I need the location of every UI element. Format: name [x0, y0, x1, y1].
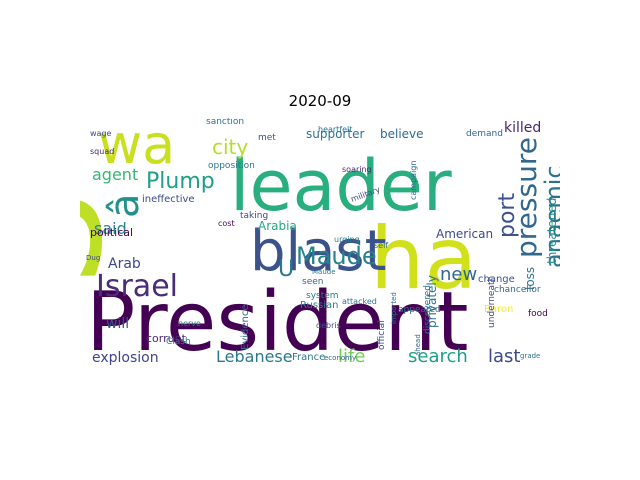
word-59: soaring [342, 165, 372, 174]
word-49: met [258, 133, 276, 143]
word-8: pressure [510, 137, 543, 258]
word-39: France [292, 352, 325, 363]
word-4: ha [370, 209, 477, 309]
word-40: change [478, 274, 515, 285]
word-34: political [90, 226, 133, 239]
word-15: life [338, 346, 365, 367]
word-47: discovered [423, 285, 433, 334]
word-35: ineffective [142, 194, 195, 205]
word-10: anaemic [540, 165, 560, 268]
word-12: Plump [146, 169, 215, 194]
word-33: corrupt [146, 332, 187, 345]
word-55: attacked [342, 297, 377, 306]
word-65: nerve [178, 319, 201, 328]
word-1: leader [230, 145, 452, 227]
word-64: wage [90, 129, 112, 138]
word-13: U [278, 257, 294, 282]
cloud-background [80, 118, 560, 368]
word-44: system [306, 291, 339, 301]
word-71: ahead [414, 334, 422, 356]
word-62: cost [218, 219, 235, 228]
word-58: campaign [409, 161, 418, 200]
word-48: chancellor [494, 285, 541, 295]
word-54: food [528, 309, 548, 319]
word-68: grade [520, 352, 540, 360]
word-7: Israel [96, 269, 178, 304]
word-14: city [212, 135, 248, 159]
word-66: debris [316, 321, 341, 330]
word-27: loss [523, 267, 537, 290]
word-46: official [377, 320, 387, 350]
word-20: said [94, 219, 127, 238]
word-37: Evidence [240, 304, 251, 350]
word-56: urging [334, 235, 360, 244]
word-23: killed [504, 120, 541, 136]
word-36: Russian [300, 300, 339, 311]
word-67: economy [324, 354, 356, 362]
word-21: Lebanese [216, 347, 293, 366]
word-30: American [436, 227, 493, 241]
word-72: Maude [312, 268, 336, 276]
word-38: Baron [484, 304, 513, 315]
word-18: new [440, 264, 477, 285]
word-61: self [374, 241, 388, 250]
word-3: wa [98, 118, 175, 176]
word-19: agent [92, 165, 138, 184]
chart-title: 2020-09 [288, 92, 352, 110]
word-16: search [408, 346, 468, 367]
word-25: will [106, 316, 129, 332]
word-51: Clash [166, 337, 191, 347]
word-45: seen [302, 277, 323, 287]
word-32: privately [425, 275, 439, 328]
word-63: squad [90, 147, 114, 156]
word-31: Arabia [258, 219, 297, 233]
word-2: S [80, 191, 136, 286]
word-11: Maude [296, 242, 377, 270]
word-0: President [86, 275, 469, 368]
word-17: last [488, 346, 520, 367]
word-26: threatened [545, 198, 559, 264]
word-41: sanction [206, 118, 244, 127]
word-70: imported [390, 292, 398, 324]
word-50: taking [240, 211, 268, 221]
word-22: explosion [92, 350, 159, 366]
word-69: Dug [86, 254, 100, 262]
word-24: Arab [108, 256, 141, 272]
word-6: â [102, 193, 148, 218]
word-52: appeared [398, 305, 441, 315]
word-42: demand [466, 129, 503, 139]
word-9: port [495, 193, 520, 238]
word-43: opposition [208, 161, 255, 171]
word-29: believe [380, 127, 424, 141]
word-5: blast [250, 219, 387, 284]
word-28: supporter [306, 127, 364, 141]
word-60: heartfelt [318, 125, 352, 134]
word-53: underneath [487, 276, 497, 328]
